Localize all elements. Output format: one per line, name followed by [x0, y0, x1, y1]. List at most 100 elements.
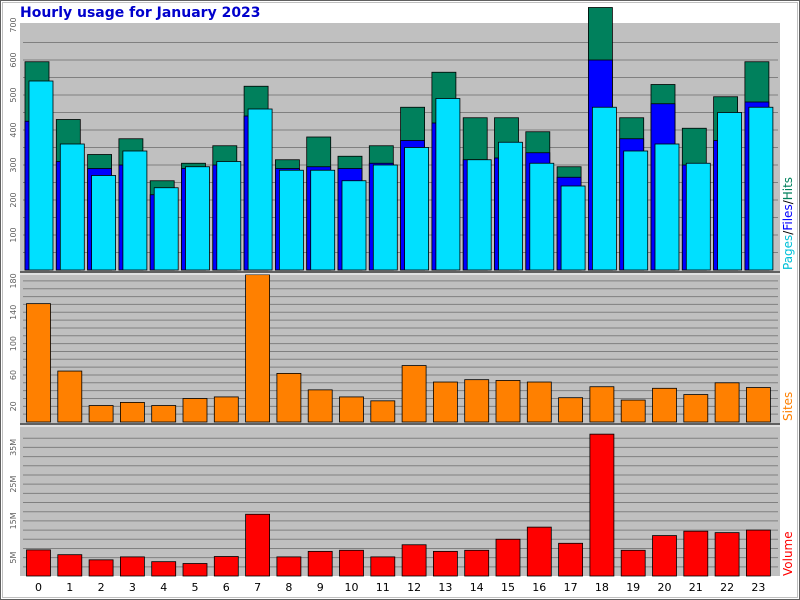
x-tick-label: 23 — [751, 581, 765, 594]
legend-volume: Volume — [781, 531, 795, 576]
axes-layer: 10020030040050060070020601001401805M15M2… — [9, 17, 765, 594]
legend-hits: Hits — [781, 177, 795, 200]
pages-bar — [247, 108, 273, 271]
volume-bar — [57, 554, 83, 577]
sites-bar — [589, 386, 615, 423]
legend-sites: Sites — [781, 392, 795, 421]
volume-bar — [464, 549, 490, 577]
y-tick-label: 500 — [9, 87, 18, 102]
pages-bar — [278, 169, 304, 271]
y-tick-label: 5M — [9, 552, 18, 564]
sites-bar — [151, 405, 177, 423]
volume-bar — [370, 556, 396, 577]
pages-bar — [560, 185, 586, 271]
volume-bar — [213, 556, 239, 577]
x-tick-label: 8 — [285, 581, 292, 594]
x-tick-label: 2 — [98, 581, 105, 594]
pages-bar — [529, 162, 555, 271]
sites-bar — [401, 365, 427, 423]
pages-bar — [466, 159, 492, 271]
sites-bar — [746, 387, 771, 423]
volume-bar — [620, 549, 646, 577]
pages-bar — [717, 112, 742, 271]
volume-bar — [589, 433, 615, 577]
volume-bar — [558, 542, 583, 577]
sites-bar — [120, 402, 145, 423]
pages-bar — [216, 161, 242, 271]
y-tick-label: 200 — [9, 192, 18, 207]
y-tick-label: 20 — [9, 401, 18, 411]
pages-bar — [91, 175, 116, 271]
pages-bar — [122, 150, 148, 271]
y-tick-label: 100 — [9, 336, 18, 351]
y-tick-label: 300 — [9, 157, 18, 172]
sites-bar — [683, 394, 709, 423]
y-tick-label: 400 — [9, 122, 18, 137]
y-tick-label: 700 — [9, 17, 18, 32]
pages-bar — [498, 141, 523, 271]
x-tick-label: 0 — [35, 581, 42, 594]
sites-bar — [495, 380, 521, 423]
volume-bar — [307, 550, 333, 577]
x-tick-label: 22 — [720, 581, 734, 594]
y-tick-label: 600 — [9, 52, 18, 67]
pages-bar — [185, 166, 210, 271]
y-tick-label: 15M — [9, 512, 18, 529]
pages-bar — [685, 162, 711, 271]
sites-bar — [213, 396, 239, 423]
legend-files: Files — [781, 204, 795, 230]
sites-bar — [558, 397, 583, 423]
pages-bar — [404, 147, 430, 271]
y-tick-label: 25M — [9, 475, 18, 492]
x-tick-label: 11 — [376, 581, 390, 594]
pages-bar — [153, 187, 179, 271]
volume-bar — [26, 549, 51, 577]
volume-bar — [339, 549, 364, 577]
sites-bar — [88, 405, 114, 423]
x-tick-label: 21 — [689, 581, 703, 594]
y-tick-label: 60 — [9, 370, 18, 380]
pages-bar — [310, 169, 336, 271]
volume-bar — [182, 563, 208, 577]
x-tick-label: 20 — [658, 581, 672, 594]
x-tick-label: 5 — [192, 581, 199, 594]
sites-bar — [26, 303, 51, 423]
sites-bar — [307, 389, 333, 423]
sites-bar — [432, 381, 458, 423]
x-tick-label: 18 — [595, 581, 609, 594]
pages-bar — [748, 106, 774, 271]
x-tick-label: 1 — [66, 581, 73, 594]
y-tick-label: 140 — [9, 305, 18, 320]
volume-bar — [151, 561, 177, 577]
volume-bar — [714, 532, 740, 577]
sites-bar — [370, 400, 396, 423]
x-tick-label: 3 — [129, 581, 136, 594]
x-tick-label: 4 — [160, 581, 167, 594]
x-tick-label: 14 — [470, 581, 484, 594]
pages-bar — [592, 106, 617, 271]
sites-bar — [57, 370, 83, 423]
x-tick-label: 9 — [317, 581, 324, 594]
x-tick-label: 12 — [407, 581, 421, 594]
x-tick-label: 13 — [438, 581, 452, 594]
pages-bar — [435, 98, 461, 271]
x-tick-label: 15 — [501, 581, 515, 594]
pages-bar — [59, 143, 85, 271]
pages-bar — [28, 80, 54, 271]
x-tick-label: 19 — [626, 581, 640, 594]
sites-bar — [620, 399, 646, 423]
x-tick-label: 16 — [532, 581, 546, 594]
volume-bar — [432, 550, 458, 577]
sites-bar — [245, 274, 271, 423]
x-tick-label: 7 — [254, 581, 261, 594]
volume-bar — [746, 529, 771, 577]
volume-bar — [401, 544, 427, 577]
x-tick-label: 6 — [223, 581, 230, 594]
legend-pages: Pages — [781, 235, 795, 270]
volume-bar — [88, 559, 114, 577]
sites-bar — [182, 398, 208, 423]
y-tick-label: 35M — [9, 439, 18, 456]
sites-bar — [652, 387, 677, 423]
chart-title: Hourly usage for January 2023 — [20, 5, 261, 21]
